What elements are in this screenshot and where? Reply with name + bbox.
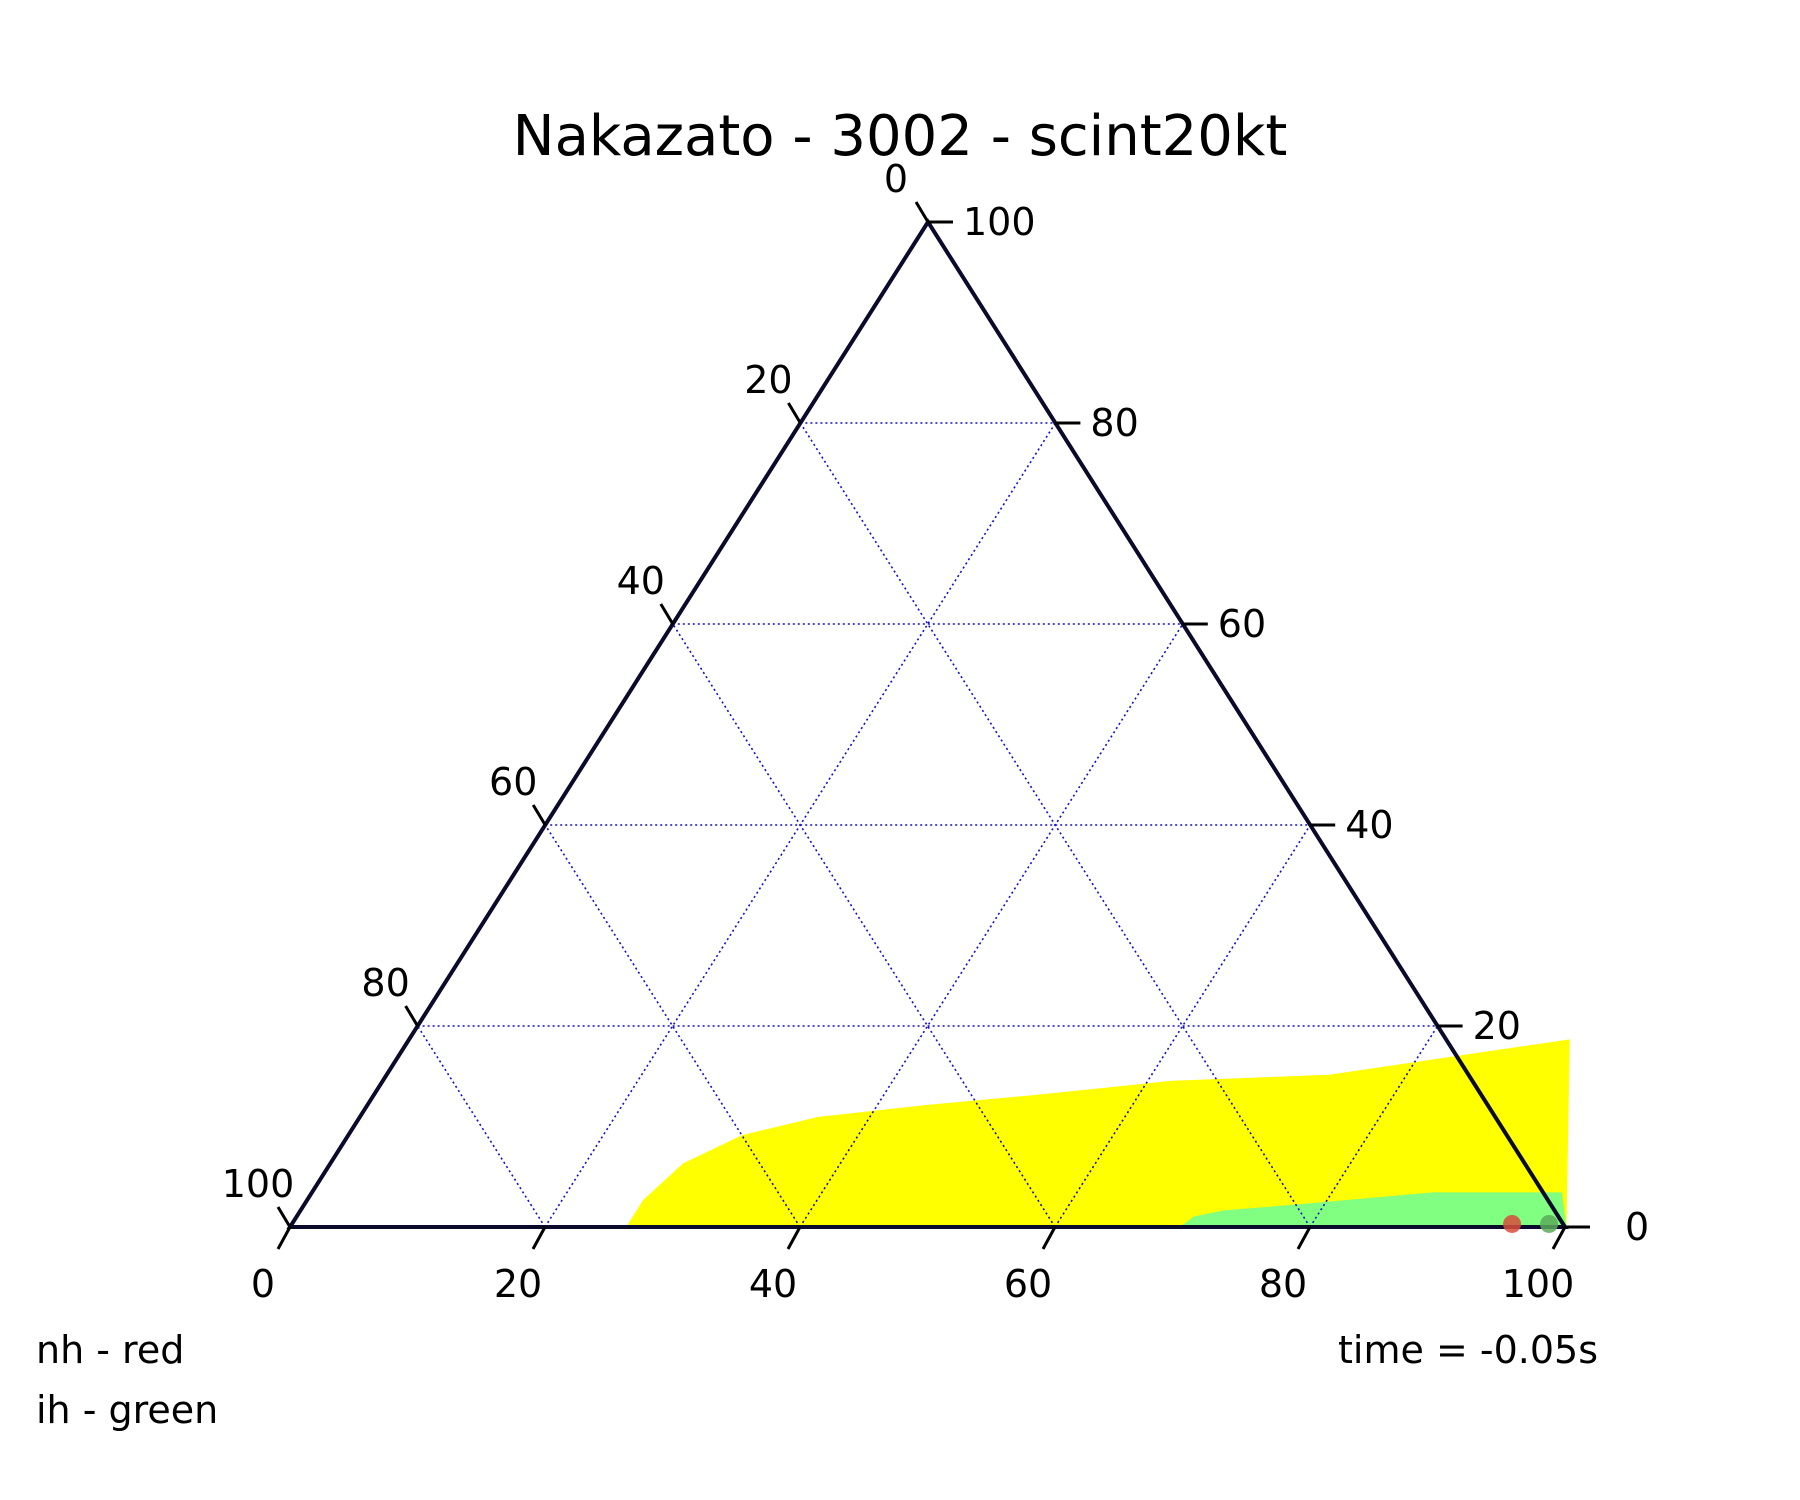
tick-left-40 [659,603,675,625]
grid-line-l-60 [1054,824,1311,1228]
tick-label-right-60: 60 [1218,602,1266,646]
tick-label-bottom-60: 60 [1004,1262,1052,1306]
ticks-layer: 0 0 0 20 20 20 40 40 40 60 60 60 80 80 80 100 100 100 [222,157,1649,1306]
chart-title: Nakazato - 3002 - scint20kt [513,104,1288,169]
tick-left-0 [914,201,930,223]
region-1 [1177,1192,1567,1229]
grid-line-r-20 [416,1025,546,1228]
tick-left-60 [531,804,547,826]
data-point-1 [1540,1214,1559,1233]
tick-label-right-20: 20 [1473,1004,1521,1048]
tick-left-20 [787,402,802,424]
tick-label-left-20: 20 [744,358,792,402]
triangle-frame [286,218,1569,1229]
legend-ih: ih - green [36,1388,218,1432]
tick-bottom-20 [531,1226,547,1250]
time-annotation: time = -0.05s [1338,1328,1598,1372]
tick-left-100 [276,1206,292,1228]
tick-label-left-100: 100 [222,1162,295,1206]
tick-label-left-60: 60 [489,760,537,804]
region-0 [625,1039,1570,1229]
tick-label-left-40: 40 [617,559,665,603]
legend-nh: nh - red [36,1328,184,1372]
tick-label-bottom-0: 0 [251,1262,275,1306]
tick-label-bottom-100: 100 [1502,1262,1575,1306]
grid-line-r-40 [544,824,801,1228]
data-point-0 [1503,1214,1522,1233]
tick-label-left-80: 80 [361,961,409,1005]
tick-label-right-0: 0 [1625,1205,1649,1249]
tick-bottom-80 [1296,1226,1312,1250]
grid-layer [416,422,1439,1228]
tick-label-right-100: 100 [963,200,1036,244]
triangle-outline [286,218,1569,1229]
tick-label-left-0: 0 [884,157,908,201]
grid-line-l-40 [799,623,1184,1228]
tick-label-bottom-40: 40 [749,1262,797,1306]
tick-bottom-60 [1041,1226,1057,1250]
regions-layer [625,1039,1570,1229]
tick-label-bottom-20: 20 [494,1262,542,1306]
tick-bottom-100 [1551,1226,1567,1250]
tick-bottom-0 [276,1226,292,1250]
tick-left-80 [404,1005,419,1027]
grid-line-r-80 [799,422,1311,1228]
points-layer [1503,1214,1559,1233]
tick-label-right-80: 80 [1090,401,1138,445]
grid-line-r-60 [672,623,1056,1228]
tick-bottom-40 [786,1226,802,1250]
tick-label-bottom-80: 80 [1259,1262,1307,1306]
tick-label-right-40: 40 [1345,803,1393,847]
